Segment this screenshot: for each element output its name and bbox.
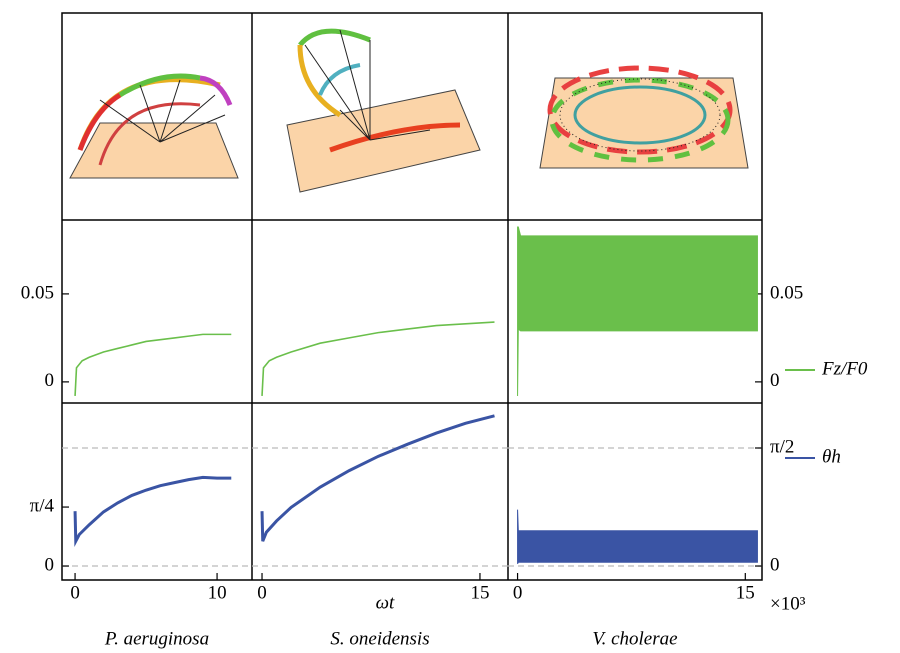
x-tick-label: 0 [513, 582, 523, 603]
helix [298, 28, 371, 47]
y-tick-label: 0 [770, 370, 780, 391]
helix [77, 92, 122, 151]
legend-label: Fz/F0 [821, 358, 868, 379]
helix [318, 63, 361, 96]
column-label: P. aeruginosa [104, 628, 209, 649]
y-tick-label: 0.05 [770, 282, 803, 303]
helix [199, 75, 233, 106]
x-tick-label: 15 [736, 582, 755, 603]
x-scale-label: ×10³ [770, 593, 806, 614]
y-tick-label: 0 [770, 554, 780, 575]
helix [549, 77, 731, 163]
helix [329, 122, 461, 153]
helix [98, 102, 201, 166]
rods [304, 29, 431, 141]
data-line [260, 414, 495, 542]
helix [297, 44, 342, 118]
rods [99, 79, 226, 143]
data-line [73, 475, 232, 548]
x-tick-label: 0 [257, 582, 267, 603]
frame [61, 12, 763, 581]
data-line [74, 333, 232, 397]
x-tick-label: 10 [208, 582, 227, 603]
legend-label: θh [822, 446, 841, 467]
surface [69, 122, 239, 179]
y-tick-label: 0 [45, 370, 55, 391]
column-label: V. cholerae [592, 628, 677, 649]
y-tick-label: π/4 [30, 495, 55, 516]
rods [559, 78, 721, 152]
illustrations [69, 28, 749, 193]
helix [118, 73, 201, 98]
helix [573, 85, 707, 145]
x-axis-label: ωt [376, 592, 395, 613]
column-label: S. oneidensis [330, 628, 429, 649]
data-band [517, 226, 758, 396]
y-tick-label: 0 [45, 554, 55, 575]
x-tick-label: 0 [70, 582, 80, 603]
x-tick-label: 15 [470, 582, 489, 603]
y-tick-label: π/2 [770, 436, 794, 457]
surface [286, 89, 481, 193]
helix [547, 65, 733, 155]
surface [539, 77, 749, 169]
y-tick-label: 0.05 [21, 282, 54, 303]
data-line [261, 321, 495, 397]
data-band [517, 509, 758, 564]
